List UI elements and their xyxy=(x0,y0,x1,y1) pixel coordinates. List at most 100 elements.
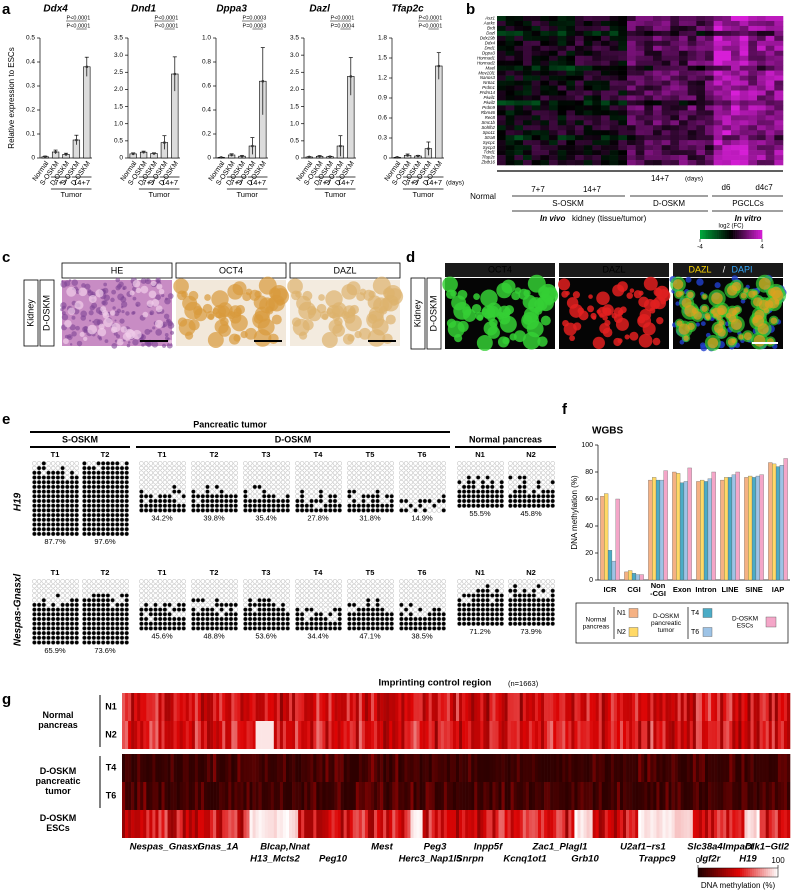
cpg-site xyxy=(86,612,92,617)
cpg-site xyxy=(304,503,309,508)
cpg-site xyxy=(436,508,442,513)
cpg-site xyxy=(200,598,205,603)
cpg-site xyxy=(60,626,65,631)
heatmap-cell xyxy=(337,810,341,838)
cpg-site xyxy=(46,498,51,504)
heatmap-cell xyxy=(137,754,141,782)
cpg-site xyxy=(86,494,92,499)
heatmap-cell xyxy=(653,35,662,42)
cpg-site xyxy=(531,621,537,626)
cpg-site xyxy=(550,579,555,584)
cpg-site xyxy=(413,484,418,490)
heatmap-cell xyxy=(557,75,567,81)
heatmap-cell xyxy=(713,90,723,96)
heatmap-cell xyxy=(731,135,740,141)
cpg-site xyxy=(148,588,153,593)
cpg-site xyxy=(295,621,300,626)
stain-label: DAZL xyxy=(333,265,356,275)
heatmap-cell xyxy=(514,105,524,111)
p-value: P=0.0003 xyxy=(243,15,267,21)
cpg-site xyxy=(115,531,120,537)
cpg-site xyxy=(427,598,432,603)
methylation-grid xyxy=(508,461,555,508)
heatmap-cell xyxy=(566,16,576,22)
heatmap-cell xyxy=(627,45,636,52)
cpg-site xyxy=(172,498,177,504)
cpg-site xyxy=(318,579,324,584)
data-dot xyxy=(152,152,156,155)
heatmap-cell xyxy=(601,130,610,136)
heatmap-cell xyxy=(627,65,636,71)
cpg-site xyxy=(466,579,471,584)
cpg-site xyxy=(233,602,238,608)
cpg-site xyxy=(550,583,555,589)
heatmap-cell xyxy=(497,60,506,66)
heatmap-cell xyxy=(514,40,524,47)
heatmap-cell xyxy=(407,754,411,782)
heatmap-cell xyxy=(687,85,697,91)
heatmap-cell xyxy=(575,155,584,161)
heatmap-cell xyxy=(285,693,290,721)
tissue-blob xyxy=(71,279,78,286)
cpg-site xyxy=(517,598,522,603)
cpg-site xyxy=(527,489,532,494)
cpg-site xyxy=(65,527,70,532)
cpg-site xyxy=(384,465,390,471)
heatmap-cell xyxy=(197,782,202,810)
cpg-site xyxy=(457,475,462,480)
heatmap-cell xyxy=(295,782,299,810)
heatmap-cell xyxy=(328,810,332,838)
tissue-blob xyxy=(88,319,92,322)
gene-label: Prdm14 xyxy=(480,90,496,95)
cpg-site xyxy=(384,616,390,622)
cpg-site xyxy=(181,489,186,494)
cpg-site xyxy=(299,579,305,584)
heatmap-cell xyxy=(592,20,602,27)
heatmap-cell xyxy=(352,721,357,749)
cpg-site xyxy=(361,465,366,471)
gene-label: Dppa3 xyxy=(482,50,495,55)
cpg-site xyxy=(51,588,56,593)
heatmap-cell xyxy=(497,85,506,91)
cpg-site xyxy=(550,470,555,475)
cpg-site xyxy=(115,498,120,504)
heatmap-cell xyxy=(609,115,619,121)
tissue-blob xyxy=(743,288,749,293)
heatmap-cell xyxy=(155,782,159,810)
cpg-site xyxy=(347,583,352,589)
heatmap-cell xyxy=(523,65,532,71)
cpg-site xyxy=(51,635,56,640)
cpg-site xyxy=(69,630,75,636)
cpg-site xyxy=(399,503,404,508)
heatmap-cell xyxy=(739,130,749,136)
cpg-site xyxy=(224,598,229,603)
cpg-site xyxy=(32,480,37,485)
cpg-site xyxy=(191,602,196,608)
cpg-site xyxy=(522,465,527,471)
cpg-site xyxy=(205,626,210,631)
cpg-site xyxy=(418,607,423,612)
heatmap-cell xyxy=(523,105,532,111)
heatmap-cell xyxy=(774,160,784,166)
channel-header xyxy=(445,263,555,277)
cpg-site xyxy=(36,465,42,471)
heatmap-cell xyxy=(514,95,524,101)
cpg-site xyxy=(257,465,262,471)
cpg-site xyxy=(172,616,177,622)
tissue-blob xyxy=(476,334,493,351)
heatmap-cell xyxy=(687,110,697,116)
tissue-blob xyxy=(109,310,116,316)
cpg-site xyxy=(480,598,486,603)
cpg-site xyxy=(471,593,476,598)
cpg-site xyxy=(176,461,182,466)
heatmap-cell xyxy=(713,100,723,106)
cpg-site xyxy=(143,461,149,466)
heatmap-cell xyxy=(635,60,645,66)
cpg-site xyxy=(408,626,413,631)
cpg-site xyxy=(399,475,404,480)
cpg-site xyxy=(432,588,437,593)
heatmap-cell xyxy=(583,115,593,121)
bar xyxy=(683,481,688,581)
cpg-site xyxy=(60,517,65,522)
heatmap-cell xyxy=(549,95,558,101)
